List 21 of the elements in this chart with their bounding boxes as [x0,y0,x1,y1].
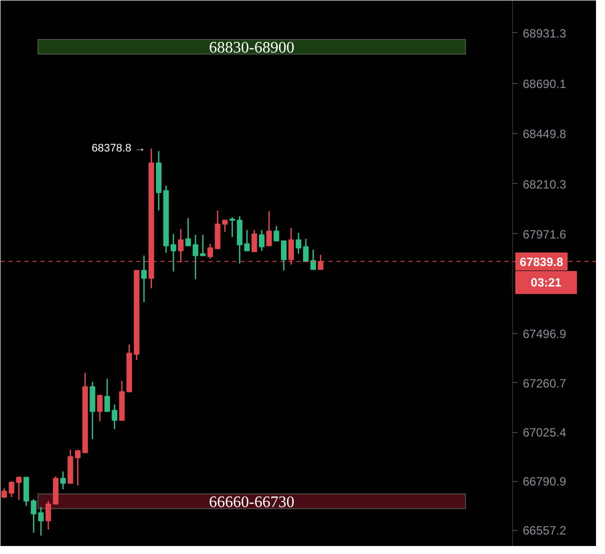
y-tick-label: 68690.1 [522,76,566,91]
candlestick [258,229,264,252]
y-tick-label: 66790.9 [522,474,566,489]
y-tick-label: 68449.8 [522,127,566,142]
candlestick [74,449,81,486]
candlestick [141,254,147,303]
y-tick-label: 66557.2 [522,524,566,538]
y-tick-label: 68931.3 [522,26,566,40]
candlestick [207,243,213,260]
y-tick-label: 67971.6 [522,227,566,242]
y-tick-label: 68210.3 [522,177,566,192]
annotation: 68378.8 → [92,142,146,155]
y-tick-label: 67496.9 [522,326,566,341]
band-label: 68830-68900 [209,39,294,56]
annotation: 03:21 [530,276,562,290]
y-tick-label: 67260.7 [522,376,566,390]
band-label: 66660-66730 [209,494,294,511]
candlestick [156,150,162,212]
ref-line-label: 67839.8 [520,255,564,269]
candlestick [46,500,52,530]
y-tick-label: 67025.4 [522,426,566,440]
